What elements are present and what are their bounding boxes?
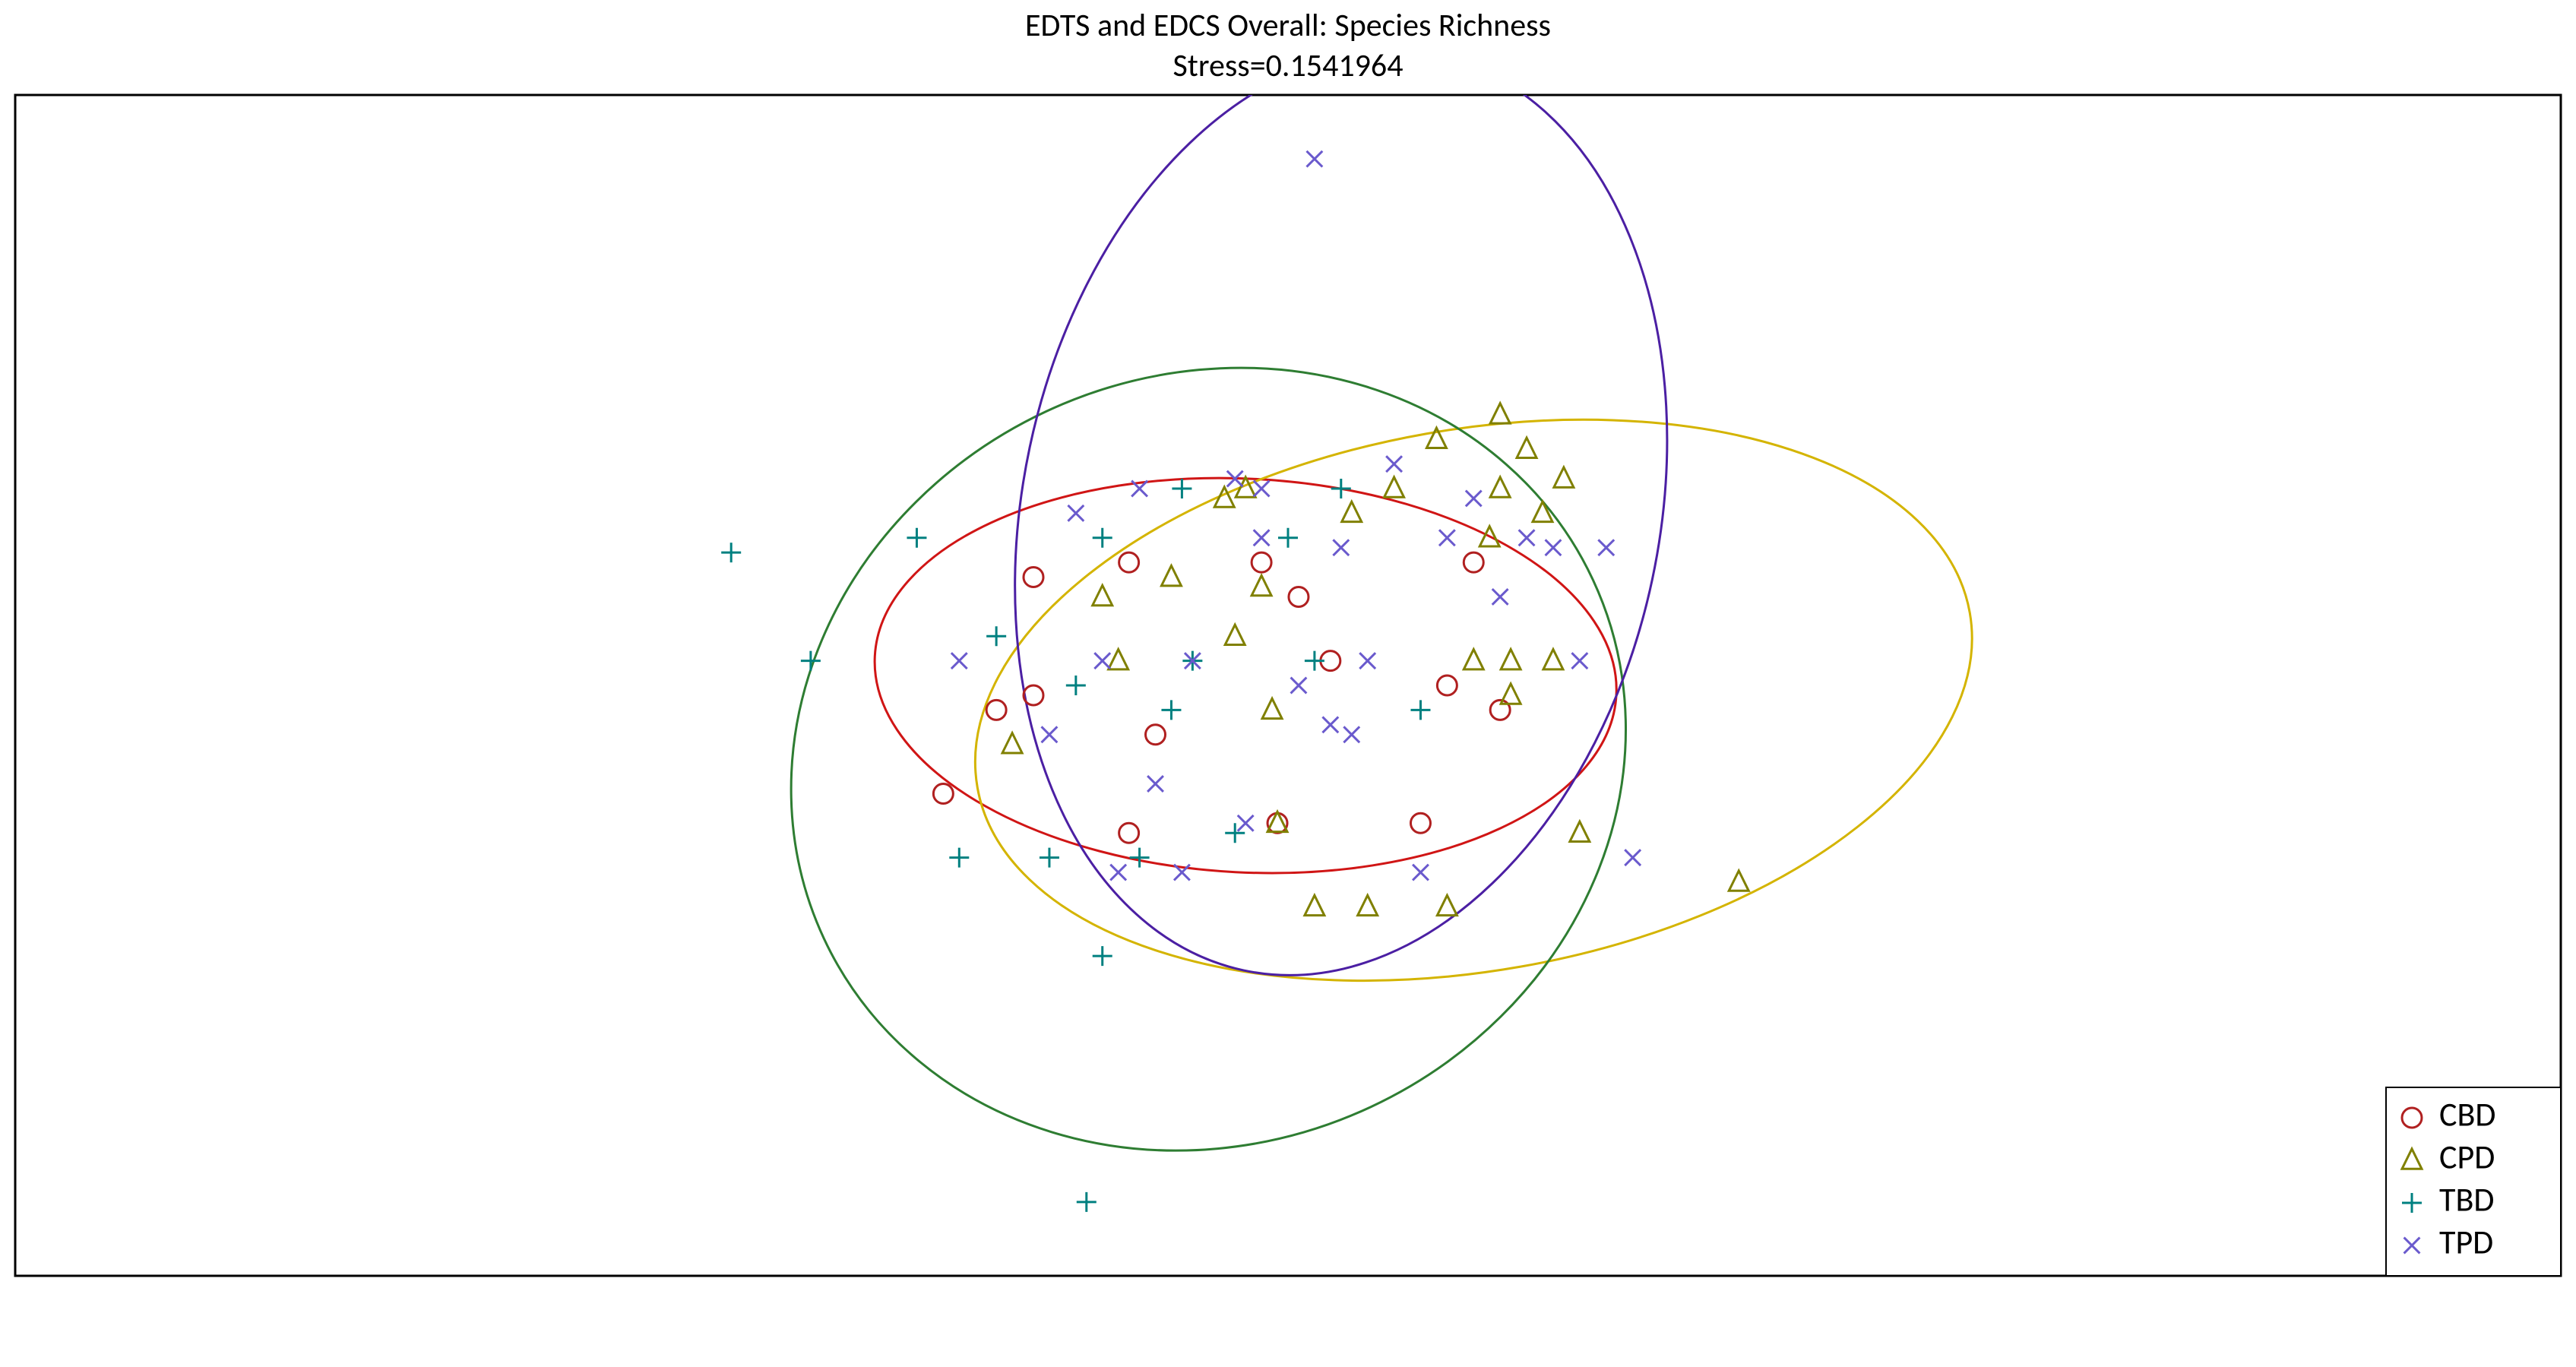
legend-label-cbd: CBD <box>2439 1094 2495 1135</box>
legend-label-tbd: TBD <box>2439 1179 2494 1220</box>
title-line-2: Stress=0.1541964 <box>0 46 2576 87</box>
legend-label-tpd: TPD <box>2439 1222 2493 1263</box>
nmds-plot: CBDCPDTBDTPD <box>0 90 2576 1291</box>
chart-title: EDTS and EDCS Overall: Species Richness … <box>0 6 2576 86</box>
title-line-1: EDTS and EDCS Overall: Species Richness <box>0 6 2576 46</box>
legend-label-cpd: CPD <box>2439 1137 2495 1178</box>
legend: CBDCPDTBDTPD <box>2386 1087 2561 1276</box>
